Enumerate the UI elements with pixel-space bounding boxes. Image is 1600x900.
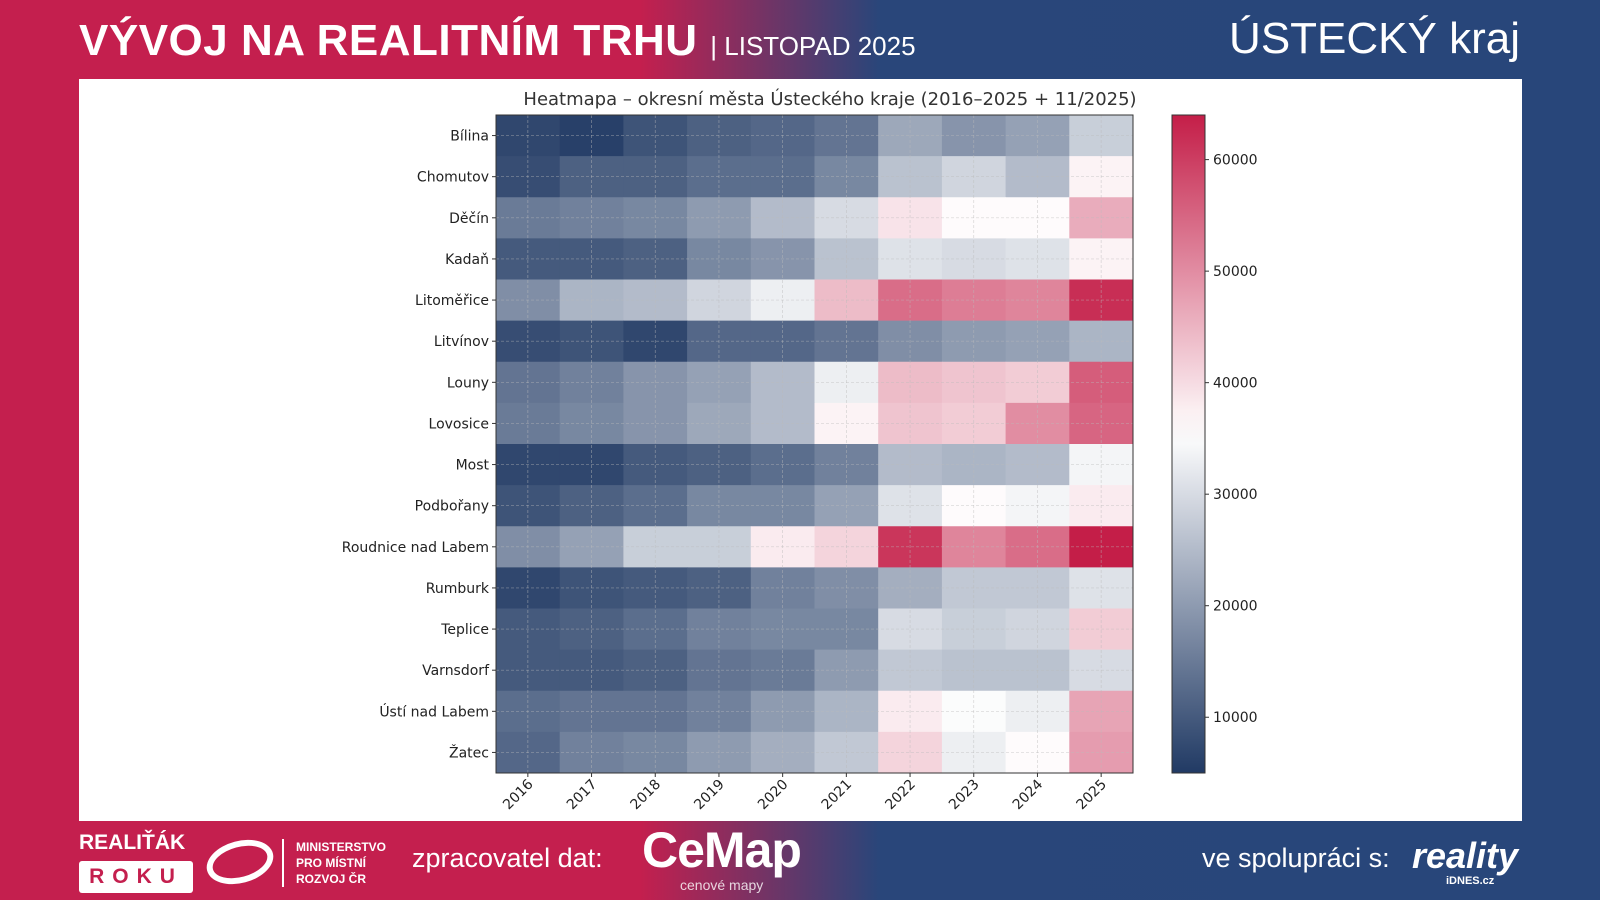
y-tick-label: Ústí nad Labem — [379, 702, 489, 720]
y-tick-label: Louny — [447, 375, 489, 391]
colorbar — [1171, 114, 1206, 774]
y-tick-label: Most — [456, 458, 490, 474]
realitak-logo-text: REALIŤÁK — [79, 831, 186, 854]
mmr-line: MINISTERSTVO — [296, 840, 387, 854]
partner-label: ve spolupráci s: — [1202, 843, 1390, 873]
header-title: VÝVOJ NA REALITNÍM TRHU | LISTOPAD 2025 — [79, 16, 916, 66]
y-tick-label: Žatec — [449, 743, 489, 761]
roku-badge: ROKU — [79, 861, 193, 893]
processor-label: zpracovatel dat: — [412, 843, 603, 873]
x-tick-label: 2016 — [500, 776, 537, 813]
colorbar-tick-label: 20000 — [1213, 599, 1258, 615]
y-tick-label: Chomutov — [417, 170, 489, 186]
y-tick-label: Roudnice nad Labem — [342, 540, 489, 556]
title-text: VÝVOJ NA REALITNÍM TRHU — [79, 16, 698, 65]
y-tick-label: Litoměřice — [415, 293, 489, 309]
mmr-logo-icon — [201, 832, 279, 892]
region-title: ÚSTECKÝ kraj — [1229, 14, 1520, 63]
colorbar-tick-label: 10000 — [1213, 710, 1258, 726]
y-tick-label: Děčín — [449, 211, 489, 227]
mmr-text: MINISTERSTVO PRO MÍSTNÍ ROZVOJ ČR — [282, 839, 386, 887]
y-tick-label: Kadaň — [445, 252, 489, 268]
x-tick-label: 2024 — [1010, 776, 1047, 813]
cemap-subtitle: cenové mapy — [680, 877, 764, 893]
plot-frame — [495, 114, 1134, 774]
footer: REALIŤÁK ROKU MINISTERSTVO PRO MÍSTNÍ RO… — [0, 821, 1600, 900]
y-tick-label: Teplice — [440, 622, 489, 638]
y-tick-label: Litvínov — [434, 334, 489, 350]
x-tick-label: 2023 — [946, 777, 983, 814]
y-tick-label: Podbořany — [415, 499, 489, 515]
header-subtitle: | LISTOPAD 2025 — [710, 31, 916, 61]
x-tick-label: 2022 — [882, 777, 919, 814]
colorbar-tick-label: 30000 — [1213, 487, 1258, 503]
colorbar-tick-label: 40000 — [1213, 376, 1258, 392]
y-tick-label: Rumburk — [426, 581, 490, 597]
colorbar-tick-label: 50000 — [1213, 264, 1258, 280]
x-tick-label: 2025 — [1073, 777, 1110, 814]
y-tick-label: Varnsdorf — [422, 663, 490, 679]
mmr-line: PRO MÍSTNÍ — [296, 856, 367, 870]
mmr-line: ROZVOJ ČR — [296, 872, 367, 886]
reality-logo: reality — [1412, 835, 1519, 876]
y-tick-label: Lovosice — [429, 416, 489, 432]
x-tick-label: 2020 — [755, 777, 792, 814]
cemap-logo: CeMap — [642, 822, 802, 878]
x-tick-label: 2019 — [691, 777, 728, 814]
y-tick-label: Bílina — [450, 129, 489, 145]
x-tick-label: 2018 — [628, 777, 665, 814]
x-tick-label: 2021 — [819, 777, 856, 814]
idnes-logo: iDNES.cz — [1446, 875, 1495, 887]
colorbar-tick-label: 60000 — [1213, 153, 1258, 169]
chart-title: Heatmapa – okresní města Ústeckého kraje… — [523, 89, 1137, 110]
x-tick-label: 2017 — [564, 777, 601, 814]
